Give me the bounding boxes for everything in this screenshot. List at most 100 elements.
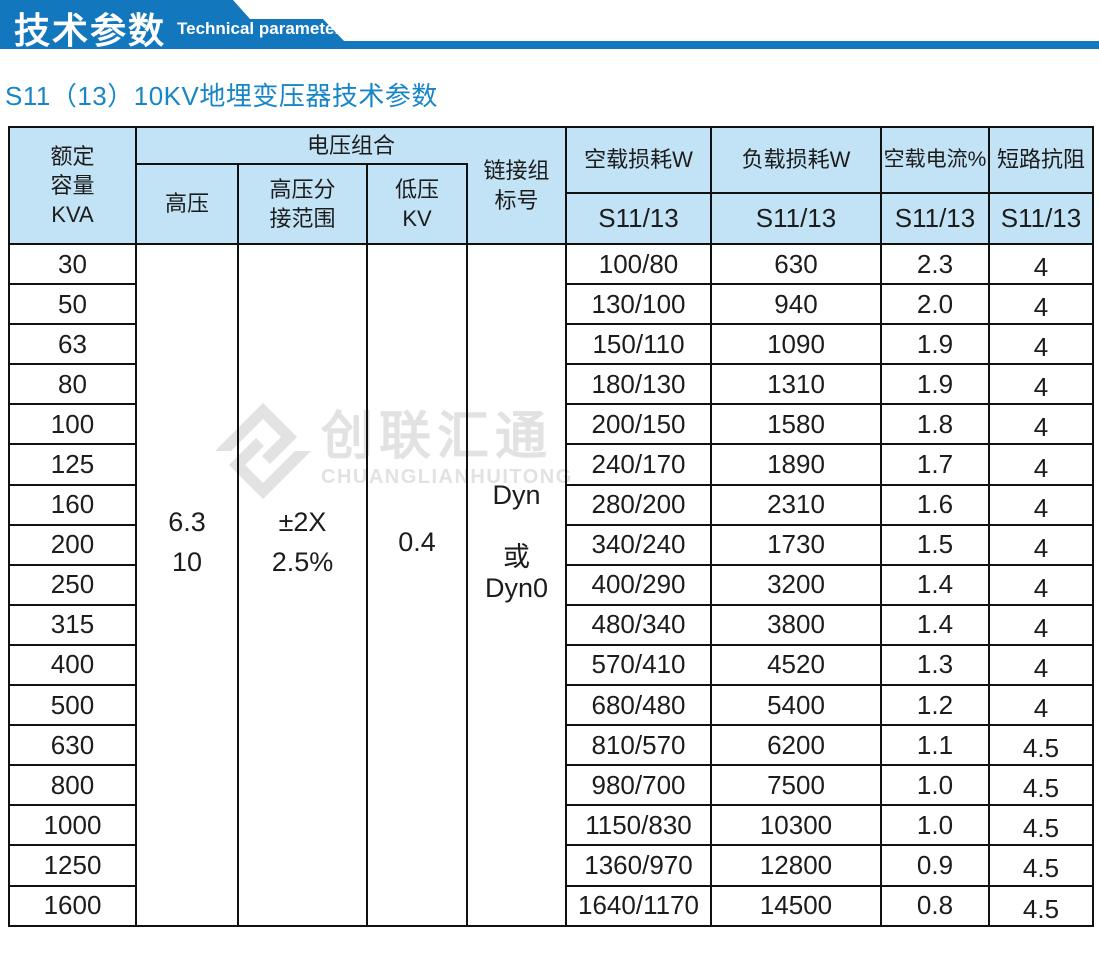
table-cell-kva: 800 <box>10 766 137 807</box>
table-cell-impedance: 4.5 <box>990 846 1094 887</box>
table-cell-current: 1.9 <box>882 325 990 366</box>
header-hv: 高压 <box>137 165 239 245</box>
merged-lv-value: 0.4 <box>368 245 468 927</box>
table-cell-load: 1890 <box>712 445 882 486</box>
table-cell-impedance: 4.5 <box>990 886 1094 927</box>
table-cell-no_load: 1360/970 <box>567 846 712 887</box>
table-cell-current: 1.0 <box>882 806 990 847</box>
table-cell-impedance: 4 <box>990 565 1094 606</box>
watermark: 创联汇通 CHUANGLIANHUITONG <box>213 401 573 501</box>
watermark-name-cn: 创联汇通 <box>321 408 554 466</box>
table-cell-kva: 80 <box>10 365 137 406</box>
table-cell-impedance: 4.5 <box>990 806 1094 847</box>
table-cell-load: 1730 <box>712 525 882 566</box>
table-cell-no_load: 1640/1170 <box>567 886 712 927</box>
parameters-table: 额定 容量 KVA 电压组合 高压 高压分 接范围 低压 KV 链接组 标号 空… <box>8 126 1094 927</box>
header-sub-model-no-load-loss: S11/13 <box>567 194 712 245</box>
table-cell-kva: 125 <box>10 445 137 486</box>
table-cell-current: 1.9 <box>882 365 990 406</box>
header-no-load-current: 空载电流% <box>882 128 990 194</box>
table-cell-impedance: 4 <box>990 605 1094 646</box>
table-cell-current: 2.0 <box>882 285 990 326</box>
table-cell-current: 1.5 <box>882 525 990 566</box>
header-sub-model-no-load-current: S11/13 <box>882 194 990 245</box>
table-cell-load: 5400 <box>712 686 882 727</box>
table-cell-load: 2310 <box>712 485 882 526</box>
table-cell-impedance: 4 <box>990 365 1094 406</box>
table-cell-current: 1.4 <box>882 605 990 646</box>
table-cell-current: 0.8 <box>882 886 990 927</box>
interlocked-diamond-logo-icon <box>215 403 311 499</box>
header-rated-capacity: 额定 容量 KVA <box>10 128 137 245</box>
table-cell-no_load: 240/170 <box>567 445 712 486</box>
table-cell-current: 2.3 <box>882 245 990 286</box>
table-cell-load: 1090 <box>712 325 882 366</box>
table-cell-kva: 160 <box>10 485 137 526</box>
table-cell-kva: 315 <box>10 605 137 646</box>
table-cell-current: 1.2 <box>882 686 990 727</box>
table-cell-current: 1.1 <box>882 726 990 767</box>
header-sub-model-load-loss: S11/13 <box>712 194 882 245</box>
table-cell-no_load: 810/570 <box>567 726 712 767</box>
header-no-load-loss: 空载损耗W <box>567 128 712 194</box>
table-cell-kva: 30 <box>10 245 137 286</box>
page-title: S11（13）10KV地埋变压器技术参数 <box>5 81 438 111</box>
table-cell-kva: 1250 <box>10 846 137 887</box>
table-cell-load: 3800 <box>712 605 882 646</box>
table-cell-kva: 63 <box>10 325 137 366</box>
header-vector-group: 链接组 标号 <box>468 128 567 245</box>
table-cell-kva: 250 <box>10 565 137 606</box>
table-cell-no_load: 980/700 <box>567 766 712 807</box>
table-cell-impedance: 4 <box>990 285 1094 326</box>
table-cell-current: 1.6 <box>882 485 990 526</box>
table-cell-kva: 200 <box>10 525 137 566</box>
banner-title-cn: 技术参数 <box>14 10 167 51</box>
table-cell-load: 12800 <box>712 846 882 887</box>
table-cell-load: 10300 <box>712 806 882 847</box>
table-cell-no_load: 680/480 <box>567 686 712 727</box>
table-cell-impedance: 4 <box>990 645 1094 687</box>
table-cell-impedance: 4 <box>990 525 1094 566</box>
watermark-name-en: CHUANGLIANHUITONG <box>321 466 573 488</box>
table-cell-no_load: 400/290 <box>567 565 712 606</box>
table-cell-impedance: 4 <box>990 445 1094 486</box>
table-cell-impedance: 4 <box>990 686 1094 727</box>
watermark-text: 创联汇通 CHUANGLIANHUITONG <box>321 411 573 487</box>
merged-hv-value: 6.3 10 <box>137 245 239 927</box>
table-cell-current: 1.4 <box>882 565 990 606</box>
table-cell-kva: 630 <box>10 726 137 767</box>
table-cell-kva: 50 <box>10 285 137 326</box>
header-sub-model-impedance: S11/13 <box>990 194 1094 245</box>
table-cell-impedance: 4 <box>990 485 1094 526</box>
banner-title-en: Technical parameter <box>177 19 342 38</box>
table-cell-load: 4520 <box>712 645 882 687</box>
table-cell-load: 1580 <box>712 405 882 446</box>
table-cell-load: 14500 <box>712 886 882 927</box>
table-cell-kva: 1600 <box>10 886 137 927</box>
table-cell-kva: 500 <box>10 686 137 727</box>
table-cell-no_load: 200/150 <box>567 405 712 446</box>
table-cell-current: 1.7 <box>882 445 990 486</box>
header-load-loss: 负载损耗W <box>712 128 882 194</box>
table-cell-no_load: 180/130 <box>567 365 712 406</box>
table-cell-load: 940 <box>712 285 882 326</box>
table-cell-no_load: 1150/830 <box>567 806 712 847</box>
table-cell-load: 630 <box>712 245 882 286</box>
table-cell-impedance: 4 <box>990 405 1094 446</box>
table-cell-no_load: 480/340 <box>567 605 712 646</box>
table-cell-no_load: 280/200 <box>567 485 712 526</box>
table-cell-load: 3200 <box>712 565 882 606</box>
table-cell-impedance: 4.5 <box>990 726 1094 767</box>
section-banner: 技术参数 Technical parameter <box>0 0 1099 49</box>
table-cell-no_load: 130/100 <box>567 285 712 326</box>
table-cell-current: 0.9 <box>882 846 990 887</box>
table-cell-no_load: 100/80 <box>567 245 712 286</box>
header-impedance: 短路抗阻 <box>990 128 1094 194</box>
table-cell-kva: 100 <box>10 405 137 446</box>
merged-vector-group-value: Dyn 或 Dyn0 <box>468 245 567 927</box>
table-cell-no_load: 570/410 <box>567 645 712 687</box>
header-lv: 低压 KV <box>368 165 468 245</box>
table-cell-current: 1.3 <box>882 645 990 687</box>
table-cell-impedance: 4 <box>990 245 1094 286</box>
table-cell-load: 6200 <box>712 726 882 767</box>
